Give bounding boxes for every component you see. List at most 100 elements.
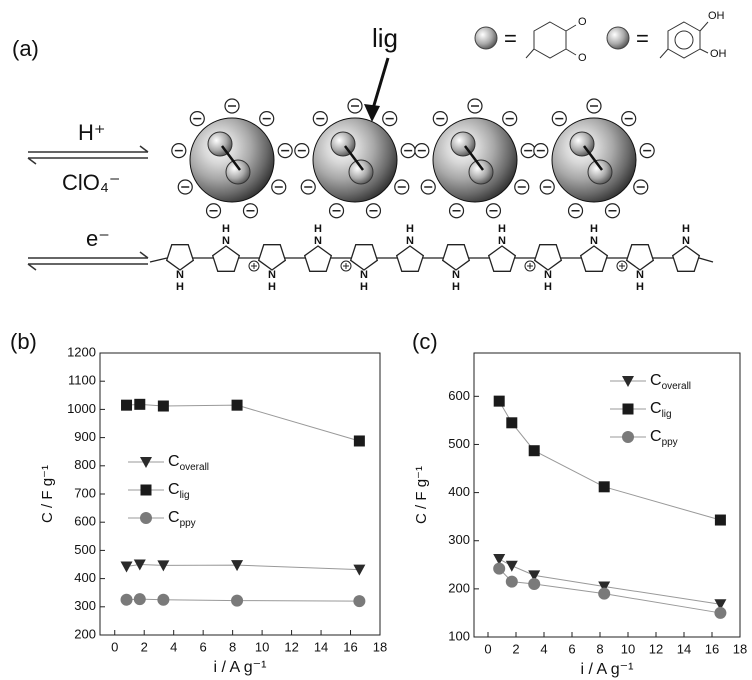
legend-label: Cppy [168, 509, 196, 529]
marker [528, 445, 540, 457]
x-tick-label: 2 [141, 639, 148, 654]
plus-sign [619, 263, 625, 269]
plot-frame [473, 352, 741, 638]
y-tick-label: 300 [448, 532, 470, 547]
atom: H [314, 223, 322, 235]
marker [528, 578, 541, 591]
atom: H [222, 223, 230, 235]
equals: = [504, 26, 517, 51]
y-tick-label: 100 [448, 628, 470, 643]
proton-label: H⁺ [78, 120, 106, 145]
lig-label: lig [372, 23, 398, 53]
marker [506, 417, 518, 429]
y-tick-label: 500 [74, 542, 96, 557]
marker [157, 593, 170, 606]
lig-unit [330, 131, 356, 157]
legend-marker [622, 403, 634, 415]
x-tick-label: 0 [111, 639, 118, 654]
panel-label: (b) [10, 329, 37, 354]
bond [525, 48, 535, 59]
marker [157, 400, 169, 412]
marker [493, 562, 506, 575]
legend-ball [606, 26, 630, 50]
y-tick-label: 200 [448, 580, 470, 595]
legend-label: Coverall [650, 372, 691, 392]
lig-unit [207, 131, 233, 157]
marker [120, 593, 133, 606]
atom: N [544, 269, 552, 281]
marker [493, 554, 506, 566]
legend-marker [622, 376, 634, 387]
forward-arrow [28, 145, 149, 153]
marker [505, 575, 518, 588]
atom: H [360, 281, 368, 293]
y-axis-label: C / F g⁻¹ [413, 466, 430, 524]
bond [149, 257, 168, 263]
y-tick-label: 500 [448, 436, 470, 451]
marker [134, 398, 146, 410]
pyrrole-ring [441, 244, 471, 271]
x-tick-label: 10 [255, 639, 269, 654]
atom: O [578, 16, 587, 28]
legend-ball [474, 26, 498, 50]
x-tick-label: 10 [621, 641, 635, 656]
atom: O [578, 52, 587, 64]
marker [353, 564, 366, 576]
lig-unit [468, 159, 494, 185]
marker [598, 481, 610, 493]
atom: N [452, 269, 460, 281]
marker [231, 594, 244, 607]
atom: N [636, 269, 644, 281]
pyrrole-ring [579, 245, 609, 272]
atom: N [590, 235, 598, 247]
pyrrole-ring [625, 244, 655, 271]
y-axis-label: C / F g⁻¹ [39, 465, 56, 523]
atom: H [176, 281, 184, 293]
marker [493, 395, 505, 407]
y-tick-label: 400 [448, 484, 470, 499]
electron-label: e⁻ [86, 226, 110, 251]
pyrrole-ring [533, 244, 563, 271]
legend-label: Cppy [650, 428, 678, 448]
legend-label: Coverall [168, 453, 209, 473]
legend-label: Clig [168, 481, 190, 501]
atom: H [498, 223, 506, 235]
panel-label: (c) [412, 329, 438, 354]
chart: (c) 100 200 300 400 500 600 0 2 4 6 8 10 12 14 16 18 i / … [412, 329, 747, 678]
lig-unit [225, 159, 251, 185]
marker [714, 606, 727, 619]
x-tick-label: 18 [373, 639, 387, 654]
dipole-arrow [221, 145, 241, 171]
marker [121, 399, 133, 411]
marker [120, 561, 133, 573]
atom: OH [708, 10, 725, 22]
panel-label: (a) [12, 36, 39, 61]
atom: N [360, 269, 368, 281]
x-axis-label: i / A g⁻¹ [214, 659, 267, 676]
marker [157, 560, 170, 572]
y-tick-label: 1100 [68, 373, 96, 388]
atom: N [406, 235, 414, 247]
aromatic [674, 30, 694, 50]
x-tick-label: 12 [649, 641, 663, 656]
pyrrole-ring [257, 244, 287, 271]
reverse-arrow [27, 263, 148, 271]
atom: N [314, 235, 322, 247]
y-tick-label: 700 [74, 485, 96, 500]
marker [714, 599, 727, 611]
atom: H [636, 281, 644, 293]
legend-label: Clig [650, 400, 672, 420]
x-tick-label: 2 [512, 641, 519, 656]
pyrrole-ring [487, 245, 517, 272]
x-tick-label: 8 [596, 641, 603, 656]
marker [231, 399, 243, 411]
x-tick-label: 16 [705, 641, 719, 656]
pyrrole-ring [303, 245, 333, 272]
bond [699, 21, 709, 32]
plus-sign [343, 263, 349, 269]
bond [698, 257, 714, 263]
y-tick-label: 600 [448, 388, 470, 403]
marker [133, 559, 146, 571]
dipole-arrow [583, 145, 603, 171]
